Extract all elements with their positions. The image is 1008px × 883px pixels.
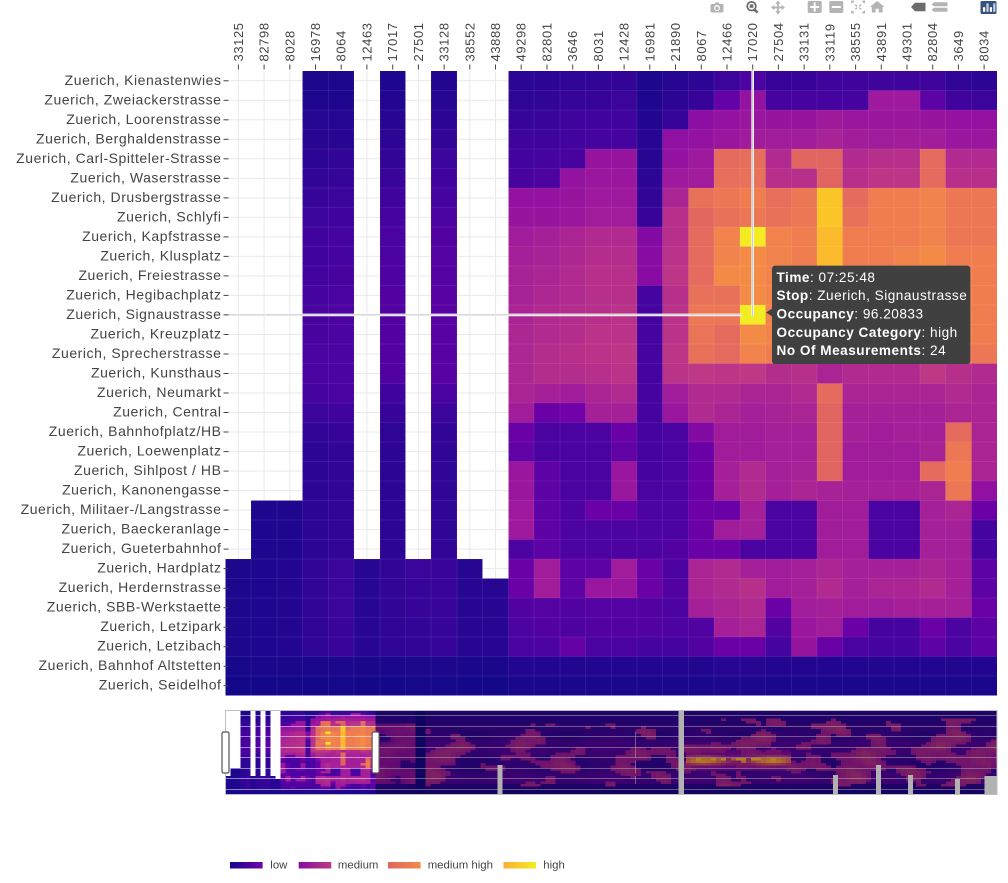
svg-text:82801: 82801 [540,22,555,61]
svg-text:Zuerich, Seidelhof: Zuerich, Seidelhof [99,677,222,693]
svg-text:Zuerich, Central: Zuerich, Central [113,404,221,420]
svg-text:27501: 27501 [411,22,426,61]
svg-text:Zuerich, Sihlpost / HB: Zuerich, Sihlpost / HB [74,462,222,478]
svg-text:Zuerich, Bahnhof Altstetten: Zuerich, Bahnhof Altstetten [39,657,222,673]
svg-text:Zuerich, Neumarkt: Zuerich, Neumarkt [97,384,222,400]
svg-text:Zuerich, Kreuzplatz: Zuerich, Kreuzplatz [90,326,221,342]
svg-text:82798: 82798 [257,22,272,61]
svg-text:33131: 33131 [797,22,812,61]
svg-text:high: high [543,860,565,872]
svg-text:43888: 43888 [488,22,503,61]
svg-text:3649: 3649 [951,30,966,61]
svg-text:8067: 8067 [694,30,709,61]
svg-text:Occupancy: 96.20833: Occupancy: 96.20833 [777,307,924,322]
svg-text:8064: 8064 [334,30,349,61]
svg-text:Zuerich, Schlyfi: Zuerich, Schlyfi [117,208,222,224]
svg-text:38555: 38555 [848,22,863,61]
svg-text:Zuerich, Bahnhofplatz/HB: Zuerich, Bahnhofplatz/HB [49,423,222,439]
svg-text:Zuerich, Signaustrasse: Zuerich, Signaustrasse [66,306,221,322]
svg-text:Zuerich, Kienastenwies: Zuerich, Kienastenwies [65,72,222,88]
svg-text:Zuerich, Carl-Spitteler-Strass: Zuerich, Carl-Spitteler-Strasse [16,150,221,166]
svg-text:43891: 43891 [874,22,889,61]
svg-text:Zuerich, Hardplatz: Zuerich, Hardplatz [97,560,221,576]
svg-text:82804: 82804 [925,22,940,61]
svg-text:Zuerich, Loorenstrasse: Zuerich, Loorenstrasse [66,111,221,127]
svg-text:Zuerich, Berghaldenstrasse: Zuerich, Berghaldenstrasse [36,130,222,146]
svg-text:Zuerich, Baeckeranlage: Zuerich, Baeckeranlage [62,521,222,537]
svg-text:Zuerich, Letzibach: Zuerich, Letzibach [97,638,221,654]
svg-text:16978: 16978 [308,22,323,61]
svg-text:17017: 17017 [385,22,400,61]
svg-text:Zuerich, Kunsthaus: Zuerich, Kunsthaus [91,365,222,381]
svg-text:Zuerich, Waserstrasse: Zuerich, Waserstrasse [70,169,221,185]
svg-text:medium high: medium high [428,860,493,872]
svg-text:No Of Measurements: 24: No Of Measurements: 24 [777,343,947,358]
svg-text:3646: 3646 [565,30,580,61]
svg-text:Zuerich, Kapfstrasse: Zuerich, Kapfstrasse [82,228,221,244]
svg-text:Stop: Zuerich, Signaustrasse: Stop: Zuerich, Signaustrasse [777,288,968,303]
svg-text:8028: 8028 [282,30,297,61]
svg-text:16981: 16981 [642,22,657,61]
svg-text:33128: 33128 [437,22,452,61]
svg-text:Zuerich, Herdernstrasse: Zuerich, Herdernstrasse [59,579,222,595]
svg-text:Zuerich, Gueterbahnhof: Zuerich, Gueterbahnhof [62,540,222,556]
svg-text:8034: 8034 [977,30,992,61]
svg-text:12463: 12463 [359,22,374,61]
svg-text:low: low [270,860,288,872]
svg-text:Zuerich, SBB-Werkstaette: Zuerich, SBB-Werkstaette [47,599,222,615]
svg-text:33125: 33125 [231,22,246,61]
svg-text:Zuerich, Letzipark: Zuerich, Letzipark [100,618,222,634]
svg-text:Zuerich, Freiestrasse: Zuerich, Freiestrasse [78,267,221,283]
svg-text:38552: 38552 [462,22,477,61]
svg-text:Zuerich, Drusbergstrasse: Zuerich, Drusbergstrasse [51,189,221,205]
svg-text:Zuerich, Militaer-/Langstrasse: Zuerich, Militaer-/Langstrasse [21,501,222,517]
svg-text:Zuerich, Klusplatz: Zuerich, Klusplatz [100,247,221,263]
svg-text:49298: 49298 [514,22,529,61]
svg-text:17020: 17020 [745,22,760,61]
svg-text:Zuerich, Hegibachplatz: Zuerich, Hegibachplatz [66,286,221,302]
svg-text:Time: 07:25:48: Time: 07:25:48 [777,270,876,285]
svg-text:Zuerich, Kanonengasse: Zuerich, Kanonengasse [62,482,221,498]
svg-text:8031: 8031 [591,30,606,61]
svg-text:Occupancy Category: high: Occupancy Category: high [777,325,958,340]
svg-text:Zuerich, Loewenplatz: Zuerich, Loewenplatz [77,443,221,459]
svg-text:Zuerich, Sprecherstrasse: Zuerich, Sprecherstrasse [52,345,222,361]
svg-text:27504: 27504 [771,22,786,61]
svg-text:medium: medium [338,860,379,872]
svg-text:Zuerich, Zweiackerstrasse: Zuerich, Zweiackerstrasse [44,91,221,107]
svg-text:12466: 12466 [720,22,735,61]
svg-text:21890: 21890 [668,22,683,61]
svg-text:33119: 33119 [822,23,837,61]
svg-text:12428: 12428 [617,22,632,61]
svg-text:49301: 49301 [900,22,915,61]
